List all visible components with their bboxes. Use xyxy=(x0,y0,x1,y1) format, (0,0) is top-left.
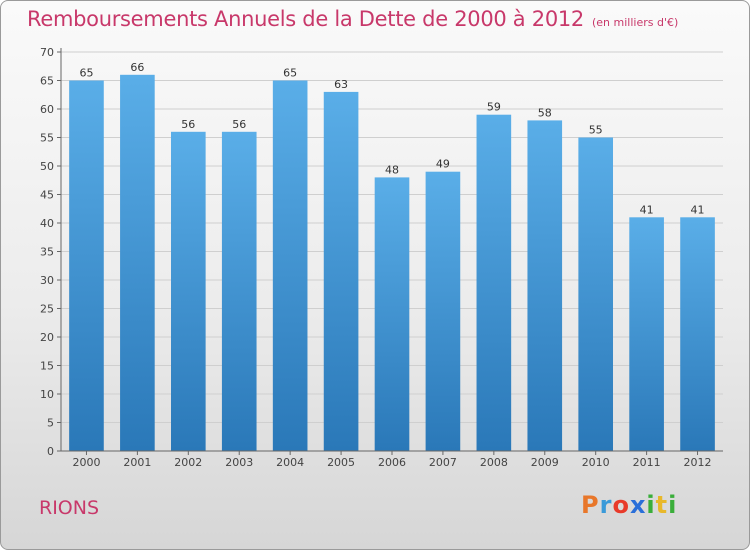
bar-value-label: 58 xyxy=(538,106,552,119)
x-tick-label: 2007 xyxy=(429,456,457,469)
y-tick-label: 0 xyxy=(47,445,54,458)
x-tick-label: 2000 xyxy=(72,456,100,469)
x-tick-label: 2011 xyxy=(633,456,661,469)
y-tick-label: 65 xyxy=(40,75,54,88)
x-tick-label: 2006 xyxy=(378,456,406,469)
proxiti-logo[interactable]: Proxiti xyxy=(581,491,678,519)
x-tick-label: 2005 xyxy=(327,456,355,469)
bar-value-label: 55 xyxy=(589,124,603,137)
chart-title: Remboursements Annuels de la Dette de 20… xyxy=(27,7,678,31)
x-tick-label: 2008 xyxy=(480,456,508,469)
y-tick-label: 60 xyxy=(40,103,54,116)
x-tick-label: 2010 xyxy=(582,456,610,469)
x-tick-label: 2009 xyxy=(531,456,559,469)
x-tick-label: 2003 xyxy=(225,456,253,469)
bar xyxy=(323,91,359,452)
y-tick-label: 30 xyxy=(40,274,54,287)
bar xyxy=(680,217,715,451)
y-tick-label: 55 xyxy=(40,132,54,145)
bar xyxy=(629,217,664,451)
y-tick-label: 50 xyxy=(40,160,54,173)
y-tick-label: 70 xyxy=(40,46,54,59)
y-tick-label: 35 xyxy=(40,246,54,259)
y-tick-label: 45 xyxy=(40,189,54,202)
y-tick-label: 10 xyxy=(40,388,54,401)
bar-value-label: 56 xyxy=(181,118,195,131)
bar-value-label: 65 xyxy=(283,67,297,80)
commune-name: RIONS xyxy=(39,497,100,519)
bar xyxy=(527,120,563,452)
bar xyxy=(374,177,410,451)
bar-value-label: 49 xyxy=(436,158,450,171)
bar xyxy=(69,80,104,451)
bar xyxy=(170,131,206,452)
bar-value-label: 56 xyxy=(232,118,246,131)
axes: 0 5 10 15 20 25 30 35 40 45 50 55 60 65 70 2000 2001 2002… xyxy=(40,46,723,469)
bar xyxy=(272,80,308,451)
x-tick-label: 2012 xyxy=(684,456,712,469)
x-tick-label: 2002 xyxy=(174,456,202,469)
bar xyxy=(476,114,512,451)
bar-value-label: 41 xyxy=(640,203,654,216)
y-tick-label: 5 xyxy=(47,417,54,430)
y-tick-label: 25 xyxy=(40,303,54,316)
chart-title-text: Remboursements Annuels de la Dette de 20… xyxy=(27,7,584,31)
bars: 65 66 56 56 65 63 48 49 59 58 55 41 41 xyxy=(69,61,715,452)
bar xyxy=(578,137,614,451)
y-tick-label: 15 xyxy=(40,360,54,373)
bar-value-label: 66 xyxy=(130,61,144,74)
chart-title-unit: (en milliers d'€) xyxy=(592,16,679,29)
y-tick-label: 40 xyxy=(40,217,54,230)
bar-value-label: 41 xyxy=(691,203,705,216)
bar xyxy=(425,171,461,451)
bar xyxy=(221,131,257,452)
bar-value-label: 59 xyxy=(487,101,501,114)
bar-value-label: 65 xyxy=(79,67,93,80)
x-tick-label: 2001 xyxy=(123,456,151,469)
bar-value-label: 48 xyxy=(385,163,399,176)
y-tick-label: 20 xyxy=(40,331,54,344)
x-tick-label: 2004 xyxy=(276,456,304,469)
bar xyxy=(120,74,155,452)
bar-value-label: 63 xyxy=(334,78,348,91)
